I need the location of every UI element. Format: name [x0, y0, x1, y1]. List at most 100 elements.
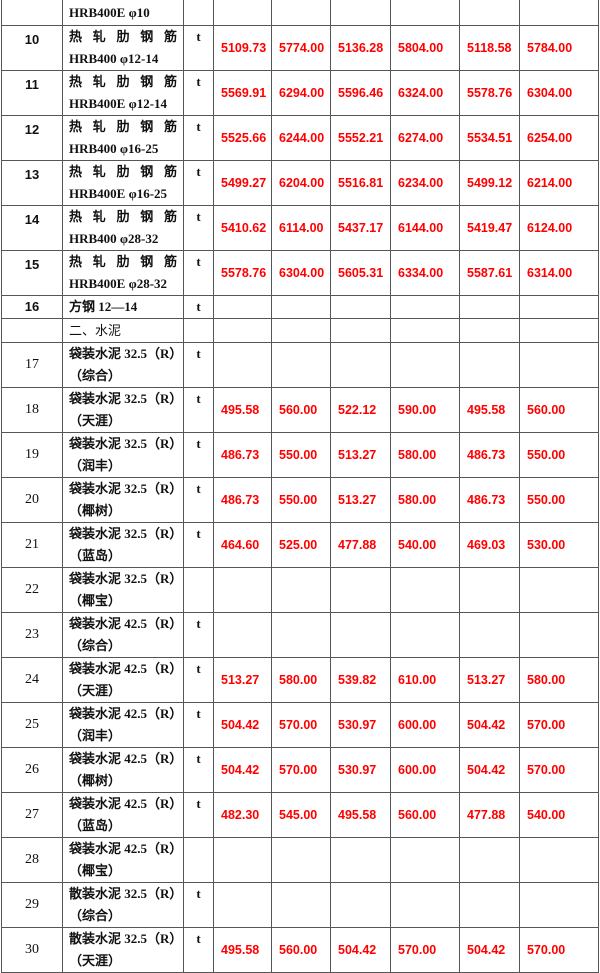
item-unit: t [183, 612, 214, 658]
name-char: 筋 [163, 164, 177, 179]
item-name: 袋装水泥 32.5（R） （天涯） [62, 387, 184, 433]
item-name-line1: 散装水泥 32.5（R） [69, 931, 183, 946]
price-cell: 530.97 [330, 747, 391, 793]
price-cell: 560.00 [519, 387, 599, 433]
price-cell: 464.60 [213, 522, 272, 568]
price-cell: 469.03 [459, 522, 520, 568]
price-cell [519, 837, 599, 883]
item-brand: （椰树） [69, 503, 122, 518]
item-name: 袋装水泥 42.5（R） （润丰） [62, 702, 184, 748]
price-cell [213, 567, 272, 613]
item-unit: t [183, 295, 214, 319]
item-number: 15 [1, 250, 63, 296]
item-name: 袋装水泥 32.5（R） （蓝岛） [62, 522, 184, 568]
price-cell [330, 567, 391, 613]
price-cell: 477.88 [330, 522, 391, 568]
price-cell: 6304.00 [519, 70, 599, 116]
item-name: 热轧肋钢筋 HRB400E φ16-25 [62, 160, 184, 206]
name-char: 肋 [116, 29, 130, 44]
price-cell: 580.00 [519, 657, 599, 703]
item-name: HRB400E φ10 [62, 0, 184, 26]
table-row: 27 袋装水泥 42.5（R） （蓝岛） t 482.30 545.00 495.58 560… [1, 792, 599, 838]
empty-cell [519, 318, 599, 343]
price-cell [271, 882, 331, 928]
table-row: 16 方钢 12—14 t [1, 295, 599, 319]
name-char: 轧 [92, 164, 106, 179]
price-cell: 570.00 [271, 702, 331, 748]
price-cell [271, 837, 331, 883]
item-brand: （蓝岛） [69, 548, 122, 563]
name-char: 热 [69, 74, 83, 89]
price-cell: 5109.73 [213, 25, 272, 71]
empty-cell [459, 295, 520, 319]
price-cell: 540.00 [390, 522, 460, 568]
price-cell: 5118.58 [459, 25, 520, 71]
item-name-line1: 袋装水泥 42.5（R） [69, 661, 183, 676]
price-cell: 504.42 [459, 702, 520, 748]
name-char: 肋 [116, 254, 130, 269]
price-cell: 6244.00 [271, 115, 331, 161]
item-spec: HRB400E φ28-32 [69, 276, 168, 291]
price-cell: 5499.27 [213, 160, 272, 206]
price-cell: 6204.00 [271, 160, 331, 206]
empty-cell [213, 295, 272, 319]
price-cell: 495.58 [459, 387, 520, 433]
price-cell: 504.42 [459, 747, 520, 793]
item-name-line1: 热轧肋钢筋 [69, 26, 183, 48]
name-char: 钢 [140, 254, 154, 269]
price-cell: 570.00 [519, 927, 599, 973]
price-cell: 550.00 [519, 432, 599, 478]
name-char: 轧 [92, 209, 106, 224]
item-name-line1: 袋装水泥 32.5（R） [69, 346, 183, 361]
item-unit [183, 567, 214, 613]
price-cell [271, 342, 331, 388]
price-cell: 600.00 [390, 747, 460, 793]
price-cell: 6274.00 [390, 115, 460, 161]
price-cell [390, 882, 460, 928]
item-unit [183, 837, 214, 883]
item-name: 散装水泥 32.5（R） （天涯） [62, 927, 184, 973]
empty-cell [459, 0, 520, 26]
table-row: 26 袋装水泥 42.5（R） （椰树） t 504.42 570.00 530.97 600… [1, 747, 599, 793]
empty-cell [213, 318, 272, 343]
name-char: 热 [69, 209, 83, 224]
price-cell: 5774.00 [271, 25, 331, 71]
empty-cell [330, 0, 391, 26]
name-char: 筋 [163, 209, 177, 224]
item-number: 27 [1, 792, 63, 838]
name-char: 钢 [140, 209, 154, 224]
item-name: 袋装水泥 42.5（R） （综合） [62, 612, 184, 658]
item-unit: t [183, 522, 214, 568]
item-unit: t [183, 205, 214, 251]
item-name: 热轧肋钢筋 HRB400 φ28-32 [62, 205, 184, 251]
item-number: 14 [1, 205, 63, 251]
price-cell: 570.00 [519, 702, 599, 748]
price-cell: 5596.46 [330, 70, 391, 116]
item-number: 10 [1, 25, 63, 71]
price-cell: 5605.31 [330, 250, 391, 296]
price-cell: 5578.76 [459, 70, 520, 116]
item-number: 22 [1, 567, 63, 613]
price-cell [390, 342, 460, 388]
price-cell: 6254.00 [519, 115, 599, 161]
price-cell [213, 882, 272, 928]
price-cell: 550.00 [519, 477, 599, 523]
name-char: 钢 [140, 164, 154, 179]
price-cell: 482.30 [213, 792, 272, 838]
name-char: 热 [69, 254, 83, 269]
table-row: 二、水泥 [1, 318, 599, 343]
item-number: 25 [1, 702, 63, 748]
item-name: 散装水泥 32.5（R） （综合） [62, 882, 184, 928]
item-spec: HRB400 φ28-32 [69, 231, 159, 246]
table-row: 23 袋装水泥 42.5（R） （综合） t [1, 612, 599, 658]
name-char: 轧 [92, 74, 106, 89]
item-unit: t [183, 250, 214, 296]
table-row: 20 袋装水泥 32.5（R） （椰树） t 486.73 550.00 513.27 580… [1, 477, 599, 523]
item-name-line1: 袋装水泥 32.5（R） [69, 526, 183, 541]
table-row: 12 热轧肋钢筋 HRB400 φ16-25 t 5525.66 6244.00 5552.… [1, 115, 599, 161]
price-cell: 540.00 [519, 792, 599, 838]
price-cell [459, 567, 520, 613]
table-row: 25 袋装水泥 42.5（R） （润丰） t 504.42 570.00 530.97 600… [1, 702, 599, 748]
empty-cell [271, 318, 331, 343]
